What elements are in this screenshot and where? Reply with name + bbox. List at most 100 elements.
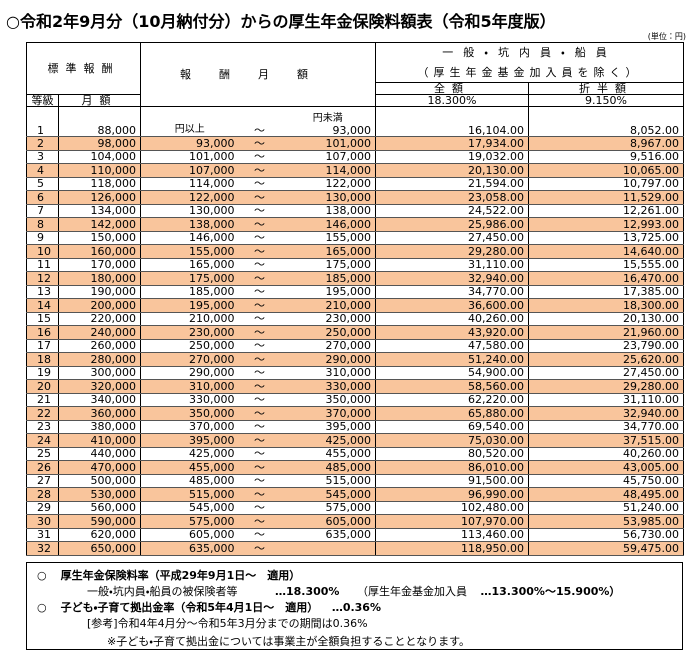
full-amount-value: 86,010.00 [468,460,524,474]
to-value: 195,000 [325,285,372,299]
half-amount: 15,555.00 [527,257,685,272]
monthly: 590,000 [58,514,141,529]
full-amount-value: 17,934.00 [468,136,524,150]
to-value: 290,000 [325,352,372,366]
grade-value: 29 [37,501,51,515]
grade-value: 28 [37,487,51,501]
table-row: 9 150,000 146,000 ～ 155,000 27,450.00 13,725.0… [26,230,685,245]
half-amount-value: 43,005.00 [623,460,680,474]
monthly-value: 110,000 [90,163,137,177]
monthly: 118,000 [58,176,141,191]
tilde: ～ [238,176,281,191]
full-amount-value: 58,560.00 [468,379,524,393]
to-value: 425,000 [325,433,372,447]
grade-value: 19 [37,366,51,380]
table-row: 24 410,000 395,000 ～ 425,000 75,030.00 37,515.… [26,433,685,448]
monthly-value: 126,000 [90,190,137,204]
to: 107,000 [280,149,376,164]
monthly: 500,000 [58,473,141,488]
half-amount: 43,005.00 [527,460,685,475]
tilde: ～ [238,217,281,232]
from: 330,000 [140,392,239,407]
rate-half: 9.150% [527,94,685,107]
table-row: 10 160,000 155,000 ～ 165,000 29,280.00 14,640.… [26,244,685,259]
grade-value: 7 [37,204,44,218]
half-amount: 53,985.00 [527,514,685,529]
to: 円未満 93,000 [280,106,376,137]
to: 130,000 [280,190,376,205]
grade-value: 16 [37,325,51,339]
monthly: 150,000 [58,230,141,245]
full-amount: 21,594.00 [375,176,529,191]
full-amount: 62,220.00 [375,392,529,407]
grade-value: 21 [37,393,51,407]
grade-value: 32 [37,541,51,555]
tilde: ～ [238,271,281,286]
table-row: 2 98,000 93,000 ～ 101,000 17,934.00 8,967.00 [26,136,685,151]
to: 270,000 [280,338,376,353]
from-value: 575,000 [189,514,235,528]
half-amount: 59,475.00 [527,541,685,556]
to: 122,000 [280,176,376,191]
half-amount-value: 8,052.00 [630,124,680,137]
to: 175,000 [280,257,376,272]
from: 515,000 [140,487,239,502]
grade: 25 [26,446,59,461]
full-amount: 54,900.00 [375,365,529,380]
grade: 26 [26,460,59,475]
monthly: 220,000 [58,311,141,326]
from-value: 107,000 [189,163,235,177]
to-value: 230,000 [325,312,372,326]
from: 195,000 [140,298,239,313]
full-amount: 47,580.00 [375,338,529,353]
to: 425,000 [280,433,376,448]
header-half: 折半額 [527,82,685,95]
grade: 10 [26,244,59,259]
from: 101,000 [140,149,239,164]
monthly-value: 470,000 [90,460,137,474]
grade-value: 12 [37,271,51,285]
to-value: 395,000 [325,420,372,434]
monthly: 134,000 [58,203,141,218]
grade-value: 9 [37,231,44,245]
to-value: 350,000 [325,393,372,407]
unit: (単位：円) [647,32,686,41]
full-amount: 36,600.00 [375,298,529,313]
half-amount: 40,260.00 [527,446,685,461]
half-amount-value: 15,555.00 [623,258,680,272]
table-row: 3 104,000 101,000 ～ 107,000 19,032.00 9,516.00 [26,149,685,164]
from: 122,000 [140,190,239,205]
full-amount: 17,934.00 [375,136,529,151]
from: 545,000 [140,500,239,515]
to-value: 575,000 [325,501,372,515]
from-value: 310,000 [189,379,235,393]
from: 455,000 [140,460,239,475]
half-amount-value: 29,280.00 [623,379,680,393]
monthly-value: 170,000 [90,258,137,272]
tilde: ～ [238,419,281,434]
to-value: 545,000 [325,487,372,501]
full-amount: 107,970.00 [375,514,529,529]
from: 230,000 [140,325,239,340]
tilde: ～ [238,446,281,461]
table-row: 21 340,000 330,000 ～ 350,000 62,220.00 31,110.… [26,392,685,407]
half-amount-value: 18,300.00 [623,298,680,312]
from-value: 330,000 [189,393,235,407]
to: 605,000 [280,514,376,529]
from: 270,000 [140,352,239,367]
grade: 11 [26,257,59,272]
half-amount: 37,515.00 [527,433,685,448]
from-value: 485,000 [189,474,235,488]
grade: 27 [26,473,59,488]
full-amount-value: 118,950.00 [461,541,524,555]
tilde: ～ [238,106,281,137]
from-value: 230,000 [189,325,235,339]
table-row: 27 500,000 485,000 ～ 515,000 91,500.00 45,750.… [26,473,685,488]
from: 93,000 [140,136,239,151]
to [280,541,376,556]
full-amount: 24,522.00 [375,203,529,218]
half-amount: 16,470.00 [527,271,685,286]
from-value: 370,000 [189,420,235,434]
from: 185,000 [140,284,239,299]
half-amount: 13,725.00 [527,230,685,245]
